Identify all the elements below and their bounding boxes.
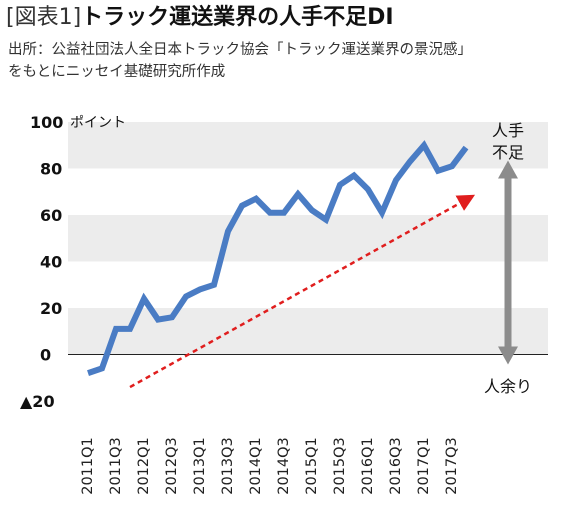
series-line <box>87 140 469 376</box>
annotation-shortage-2: 不足 <box>492 143 524 162</box>
x-ticks: 2011Q1 2011Q3 2012Q1 2012Q3 2013Q1 2013Q3 2014… <box>80 437 460 495</box>
y-tick-label: 100 <box>30 113 63 132</box>
annotation-surplus: 人余り <box>484 377 532 396</box>
x-tick-label: 2013Q1 <box>192 437 208 495</box>
x-tick-label: 2012Q3 <box>164 437 180 495</box>
labor-arrow <box>498 160 518 365</box>
y-tick-label: 60 <box>40 206 62 225</box>
x-tick-label: 2011Q1 <box>80 437 96 495</box>
y-tick-label: 80 <box>40 160 62 179</box>
y-tick-label: 20 <box>40 299 62 318</box>
grid-band <box>68 215 548 262</box>
chart-title: [図表1]トラック運送業界の人手不足DI <box>6 4 394 32</box>
x-tick-label: 2013Q3 <box>220 437 236 495</box>
x-tick-label: 2014Q1 <box>248 437 264 495</box>
labor-arrow-head-down <box>498 346 518 365</box>
x-tick-label: 2014Q3 <box>276 437 292 495</box>
title-main: トラック運送業界の人手不足DI <box>81 5 394 30</box>
series-group <box>87 140 469 376</box>
y-unit-label: ポイント <box>70 115 126 131</box>
x-tick-label: 2011Q3 <box>108 437 124 495</box>
source-line-1: 出所：公益社団法人全日本トラック協会「トラック運送業界の景況感」 <box>8 42 472 58</box>
title-bracket: [図表1] <box>6 5 82 30</box>
source-line-2: をもとにニッセイ基礎研究所作成 <box>8 64 226 80</box>
x-tick-label: 2012Q1 <box>136 437 152 495</box>
y-tick-label: 0 <box>40 346 51 365</box>
annotation-shortage-1: 人手 <box>492 121 524 140</box>
x-tick-label: 2017Q3 <box>444 437 460 495</box>
y-ticks: 100 80 60 40 20 0 ▲20 <box>20 113 63 411</box>
grid-bands <box>68 122 548 355</box>
x-tick-label: 2016Q3 <box>388 437 404 495</box>
y-tick-label: ▲20 <box>20 392 55 411</box>
grid-band <box>68 308 548 355</box>
grid-band <box>68 122 548 169</box>
x-tick-label: 2015Q3 <box>332 437 348 495</box>
y-tick-label: 40 <box>40 253 62 272</box>
x-tick-label: 2017Q1 <box>416 437 432 495</box>
labor-arrow-head-up <box>498 160 518 179</box>
x-tick-label: 2016Q1 <box>360 437 376 495</box>
x-tick-label: 2015Q1 <box>304 437 320 495</box>
trend-arrow <box>129 194 476 389</box>
